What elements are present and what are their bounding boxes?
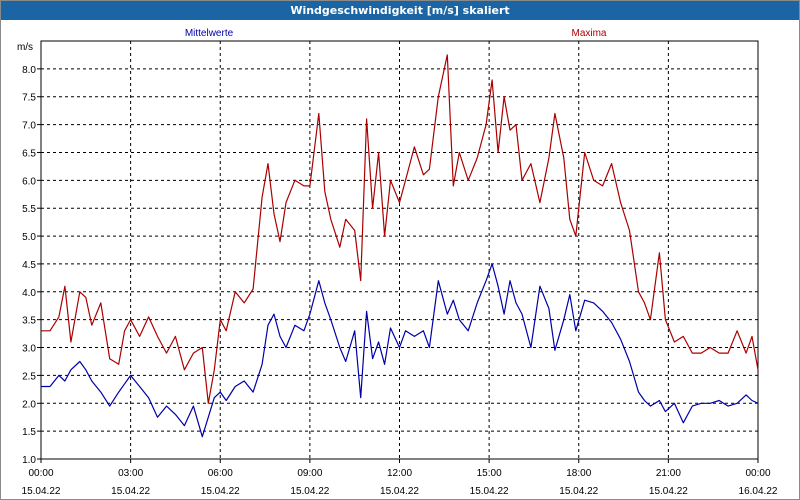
legend-entry-mittelwerte: Mittelwerte — [185, 28, 234, 39]
y-tick-label: 3.5 — [22, 316, 36, 327]
line-chart: 1.0 1.5 2.0 2.5 3.0 3.5 4.0 4.5 5.0 5.5 6.0 6.5 7.0 7… — [17, 28, 778, 497]
y-tick-label: 1.0 — [22, 455, 36, 466]
y-tick-label: 5.0 — [22, 232, 36, 243]
y-tick-label: 6.5 — [22, 148, 36, 159]
x-tick-date-label: 15.04.22 — [380, 486, 419, 497]
x-tick-date-label: 15.04.22 — [290, 486, 329, 497]
x-tick-time-label: 00:00 — [28, 468, 53, 479]
y-tick-label: 2.5 — [22, 371, 36, 382]
y-tick-label: 1.5 — [22, 427, 36, 438]
x-tick-time-label: 21:00 — [656, 468, 681, 479]
x-tick-date-label: 15.04.22 — [201, 486, 240, 497]
x-tick-time-label: 03:00 — [118, 468, 143, 479]
y-tick-label: 6.0 — [22, 176, 36, 187]
x-tick-time-label: 00:00 — [745, 468, 770, 479]
y-tick-label: 7.0 — [22, 121, 36, 132]
x-tick-time-label: 15:00 — [477, 468, 502, 479]
legend-entry-maxima: Maxima — [571, 28, 606, 39]
x-tick-date-label: 15.04.22 — [22, 486, 61, 497]
y-tick-label: 8.0 — [22, 65, 36, 76]
x-tick-date-label: 15.04.22 — [470, 486, 509, 497]
window-title: Windgeschwindigkeit [m/s] skaliert — [1, 1, 799, 20]
x-tick-time-label: 06:00 — [208, 468, 233, 479]
x-tick-date-label: 15.04.22 — [559, 486, 598, 497]
x-tick-time-label: 18:00 — [566, 468, 591, 479]
y-tick-label: 3.0 — [22, 344, 36, 355]
x-tick-date-label: 15.04.22 — [111, 486, 150, 497]
y-tick-label: 4.0 — [22, 288, 36, 299]
y-axis-label: m/s — [17, 42, 33, 53]
y-tick-label: 5.5 — [22, 204, 36, 215]
x-tick-date-label: 15.04.22 — [649, 486, 688, 497]
y-tick-label: 2.0 — [22, 399, 36, 410]
y-tick-label: 7.5 — [22, 93, 36, 104]
x-tick-date-label: 16.04.22 — [739, 486, 778, 497]
x-tick-time-label: 09:00 — [297, 468, 322, 479]
x-tick-time-label: 12:00 — [387, 468, 412, 479]
y-tick-label: 4.5 — [22, 260, 36, 271]
series-line-mittelwerte — [41, 263, 759, 438]
series-line-maxima — [41, 54, 759, 404]
